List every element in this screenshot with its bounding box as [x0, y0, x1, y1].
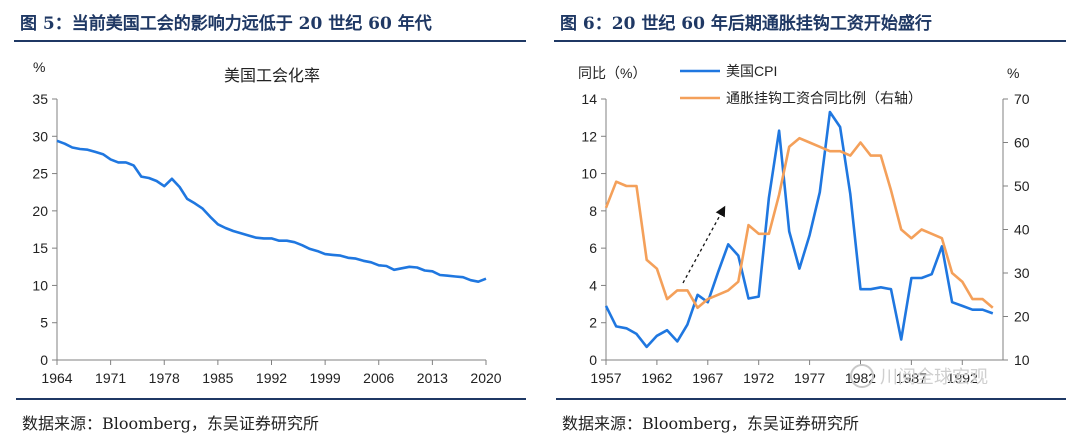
x-tick-label: 1977 [794, 370, 825, 386]
left-y-tick-label: 14 [581, 91, 597, 107]
watermark-graphic: 川阅全球宏观 [850, 364, 988, 388]
x-tick-label: 1992 [256, 370, 287, 386]
left-y-tick-label: 6 [589, 240, 597, 256]
x-tick-label: 1967 [692, 370, 723, 386]
x-tick-label: 1985 [202, 370, 233, 386]
right-y-tick-label: 70 [1014, 91, 1030, 107]
figure-6-title: 图 6：20 世纪 60 年后期通胀挂钩工资开始盛行 [560, 14, 932, 34]
figure-6-header: 图 6：20 世纪 60 年后期通胀挂钩工资开始盛行 [554, 0, 1066, 42]
y-tick-label: 5 [40, 315, 48, 331]
left-y-tick-label: 12 [581, 128, 597, 144]
right-y-tick-label: 40 [1014, 222, 1030, 238]
x-tick-label: 1971 [95, 370, 126, 386]
y-tick-label: 15 [32, 240, 48, 256]
figure-5-source-text: 数据来源：Bloomberg，东吴证券研究所 [22, 414, 319, 433]
x-tick-label: 1987 [896, 370, 927, 386]
figure-5-source: 数据来源：Bloomberg，东吴证券研究所 [16, 398, 526, 446]
y-tick-label: 20 [32, 203, 48, 219]
x-tick-label: 1964 [41, 370, 72, 386]
x-tick-label: 1992 [947, 370, 978, 386]
right-y-axis-label: % [1007, 65, 1019, 81]
watermark-text: 川阅全球宏观 [880, 367, 988, 388]
right-panel: 图 6：20 世纪 60 年后期通胀挂钩工资开始盛行 0 2 4 6 8 10 12 14 10… [540, 0, 1080, 444]
figure-5-header: 图 5：当前美国工会的影响力远低于 20 世纪 60 年代 [14, 0, 526, 42]
x-tick-label: 2006 [363, 370, 394, 386]
y-tick-label: 25 [32, 166, 48, 182]
left-y-tick-label: 4 [589, 277, 597, 293]
trend-arrow [682, 205, 726, 284]
figure-5-title: 图 5：当前美国工会的影响力远低于 20 世纪 60 年代 [20, 14, 432, 34]
right-y-tick-label: 60 [1014, 135, 1030, 151]
right-y-tick-label: 30 [1014, 265, 1030, 281]
right-y-tick-label: 10 [1014, 352, 1030, 368]
y-tick-label: 0 [40, 352, 48, 368]
x-tick-label: 2020 [470, 370, 501, 386]
left-y-tick-label: 8 [589, 203, 597, 219]
x-tick-label: 1972 [743, 370, 774, 386]
chart-title: 美国工会化率 [224, 67, 320, 85]
y-tick-label: 35 [32, 91, 48, 107]
figure-6-source-text: 数据来源：Bloomberg，东吴证券研究所 [562, 414, 859, 433]
y-tick-label: 10 [32, 277, 48, 293]
series-line-union-rate [56, 139, 487, 283]
x-tick-label: 1999 [310, 370, 341, 386]
left-y-tick-label: 2 [589, 315, 597, 331]
wechat-icon [850, 364, 874, 388]
x-tick-label: 1962 [641, 370, 672, 386]
left-y-axis-label: 同比（%） [578, 65, 646, 81]
union-rate-chart: 0 5 10 15 20 25 30 35 1964 1971 1978 1985 1992 1999 20… [32, 59, 501, 386]
x-tick-label: 1978 [149, 370, 180, 386]
right-y-tick-label: 50 [1014, 178, 1030, 194]
left-y-tick-label: 10 [581, 166, 597, 182]
series-line-cpi [604, 110, 994, 349]
series-line-cola-ratio [604, 136, 994, 310]
x-tick-label: 1957 [590, 370, 621, 386]
cpi-cola-chart: 0 2 4 6 8 10 12 14 10 20 30 40 50 60 70 1957 1962 1967 197… [578, 63, 1030, 386]
legend-label: 通胀挂钩工资合同比例（右轴） [726, 90, 922, 106]
y-axis-label: % [33, 59, 45, 75]
figure-6-source: 数据来源：Bloomberg，东吴证券研究所 [556, 398, 1066, 446]
right-y-tick-label: 20 [1014, 309, 1030, 325]
left-panel: 图 5：当前美国工会的影响力远低于 20 世纪 60 年代 0 5 10 15 20 25… [0, 0, 540, 444]
y-tick-label: 30 [32, 128, 48, 144]
left-y-tick-label: 0 [589, 352, 597, 368]
legend-label: 美国CPI [726, 63, 777, 79]
x-tick-label: 2013 [417, 370, 448, 386]
